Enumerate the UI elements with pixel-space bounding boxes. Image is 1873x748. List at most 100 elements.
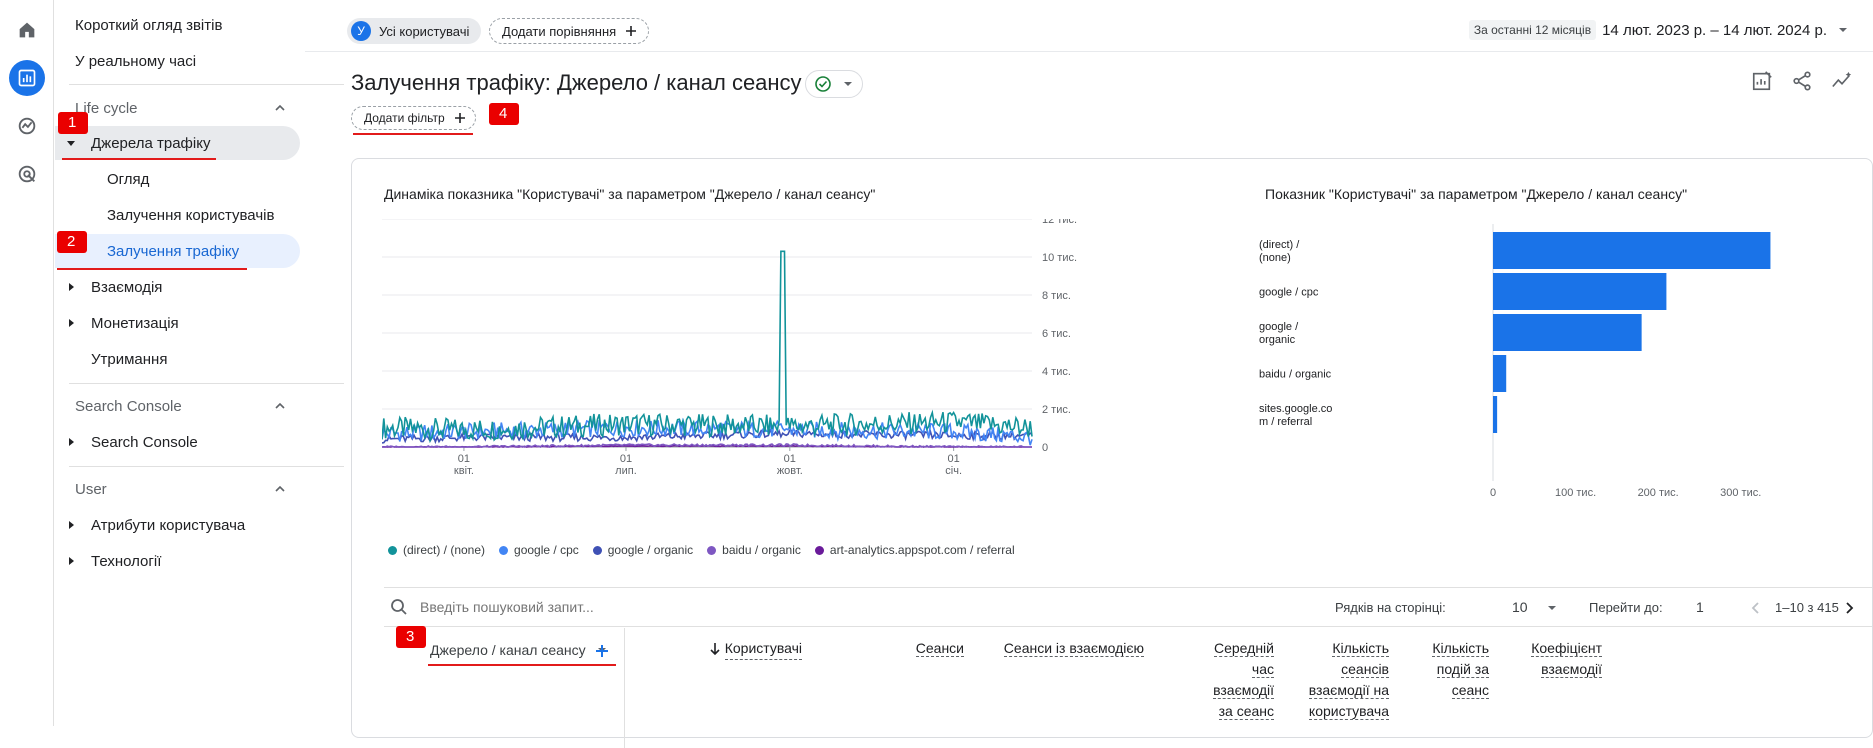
sidebar-item-acquisition[interactable]: Джерела трафіку [55,126,300,160]
column-header-events-per-session[interactable]: Кількість подій за сеанс [1394,638,1489,701]
series-line[interactable] [382,250,1033,444]
sidebar-item-engagement[interactable]: Взаємодія [55,270,301,304]
x-tick-label: 100 тис. [1555,487,1596,499]
sidebar-item-retention[interactable]: Утримання [55,342,301,376]
caret-down-icon[interactable] [1546,602,1558,614]
bar-label: (direct) / [1259,239,1300,251]
annotation-underline [62,158,216,160]
rows-per-page-select[interactable]: 10 [1512,599,1528,615]
y-tick-label: 2 тис. [1042,404,1071,416]
column-header-sessions[interactable]: Сеанси [864,638,964,659]
line-chart: 12 тис. 10 тис. 8 тис. 6 тис. 4 тис. 2 тис. 0 0… [382,219,1077,477]
sidebar-item-overview[interactable]: Огляд [55,162,301,196]
sidebar-item-user-attributes[interactable]: Атрибути користувача [55,508,301,542]
sidebar-item-user-acquisition[interactable]: Залучення користувачів [55,198,301,232]
share-icon[interactable] [1791,70,1813,92]
bar-label: (none) [1259,252,1291,264]
all-users-chip[interactable]: У Усі користувачі [347,18,482,44]
bar[interactable] [1493,273,1667,310]
legend-item[interactable]: google / organic [592,543,694,557]
bar-chart: 0 100 тис. 200 тис. 300 тис. (direct) /(none… [1259,224,1771,499]
column-label: за сеанс [1218,703,1274,720]
legend-dot [814,545,824,555]
bar-label: baidu / organic [1259,369,1332,381]
report-card: Динаміка показника "Користувачі" за пара… [351,158,1873,748]
sidebar-item-traffic-acquisition[interactable]: Залучення трафіку [55,234,300,268]
sidebar-item-tech[interactable]: Технології [55,544,301,578]
column-label: Користувачі [724,638,802,660]
date-range-picker[interactable]: За останні 12 місяців 14 лют. 2023 р. – … [1468,20,1849,40]
sidebar-item-realtime[interactable]: У реальному часі [55,44,301,78]
column-label: сеансів [1341,661,1389,678]
add-filter-button[interactable]: Додати фільтр [351,106,476,130]
annotation-badge: 1 [58,112,89,134]
icon-rail [0,0,54,726]
x-tick-label: 01 [458,453,470,465]
home-icon[interactable] [9,12,45,48]
bar[interactable] [1493,314,1642,351]
bar[interactable] [1493,232,1771,269]
sidebar-section-search-console[interactable]: Search Console [55,389,301,423]
reports-icon[interactable] [9,60,45,96]
sidebar-item-monetization[interactable]: Монетизація [55,306,301,340]
dimension-selector[interactable]: Джерело / канал сеансу [430,642,608,658]
customize-report-icon[interactable] [1751,70,1773,92]
advertising-icon[interactable] [9,156,45,192]
insights-icon[interactable] [1831,70,1853,92]
legend-item[interactable]: (direct) / (none) [388,543,485,557]
add-comparison-button[interactable]: Додати порівняння [489,18,650,44]
column-header-avg-engagement[interactable]: Середній час взаємодії за сеанс [1164,638,1274,722]
sidebar-item-label: Технології [91,552,162,570]
go-to-input[interactable]: 1 [1696,599,1704,615]
date-preset-label: За останні 12 місяців [1468,20,1597,40]
check-circle-icon [815,76,831,92]
chevron-left-icon[interactable] [1749,601,1763,615]
bar[interactable] [1493,355,1507,392]
sidebar-item-label: Монетизація [91,314,179,332]
column-header-users[interactable]: Користувачі [702,638,802,660]
legend-dot [388,545,397,555]
legend-label: google / organic [607,543,694,557]
caret-right-icon [69,438,74,446]
column-label: подій за [1436,661,1489,678]
column-divider [624,628,625,748]
series-line[interactable] [382,443,1032,449]
caret-down-icon [67,141,75,146]
sidebar-section-user[interactable]: User [55,472,301,506]
button-label: Додати порівняння [502,23,617,39]
divider [69,84,344,85]
line-chart-legend: (direct) / (none) google / cpc google / … [388,543,1015,557]
legend-item[interactable]: art-analytics.appspot.com / referral [814,543,1015,557]
column-header-engaged-sessions[interactable]: Сеанси із взаємодією [964,638,1144,659]
column-label: Сеанси із взаємодією [1003,640,1144,657]
sidebar-item-label: Залучення трафіку [107,242,240,260]
add-dimension-icon[interactable] [594,643,610,659]
sidebar-section-lifecycle[interactable]: Life cycle [55,91,301,125]
sidebar-item-label: Атрибути користувача [91,516,246,534]
table-toolbar: Рядків на сторінці: 10 Перейти до: 1 1–1… [384,587,1872,627]
caret-right-icon [69,521,74,529]
search-input[interactable] [420,599,820,615]
sidebar-item-label: Джерела трафіку [91,134,211,152]
caret-right-icon [69,557,74,565]
chevron-right-icon[interactable] [1842,601,1856,615]
plus-icon [626,26,637,36]
explore-icon[interactable] [9,108,45,144]
caret-down-icon [1839,28,1847,32]
legend-dot [592,545,602,555]
column-label: Кількість [1332,640,1389,657]
legend-item[interactable]: baidu / organic [707,543,801,557]
report-actions [1751,70,1853,92]
annotation-underline [353,133,473,135]
bar[interactable] [1493,396,1498,433]
sidebar-item-reports-snapshot[interactable]: Короткий огляд звітів [55,8,301,42]
sidebar-item-label: Залучення користувачів [107,206,275,224]
legend-item[interactable]: google / cpc [499,543,579,557]
column-header-engagement-rate[interactable]: Коефіцієнт взаємодії [1494,638,1602,680]
report-status-button[interactable] [805,70,863,98]
bar-label: google / cpc [1259,287,1319,299]
x-tick-label: квіт. [454,465,474,477]
bar-label: organic [1259,334,1296,346]
sidebar-item-search-console[interactable]: Search Console [55,425,301,459]
column-header-sessions-per-user[interactable]: Кількість сеансів взаємодії на користува… [1284,638,1389,722]
